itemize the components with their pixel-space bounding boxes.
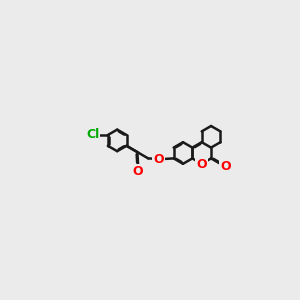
Text: O: O — [196, 158, 207, 171]
Text: O: O — [220, 160, 231, 173]
Text: O: O — [133, 165, 143, 178]
Text: O: O — [153, 153, 164, 166]
Text: Cl: Cl — [86, 128, 100, 142]
